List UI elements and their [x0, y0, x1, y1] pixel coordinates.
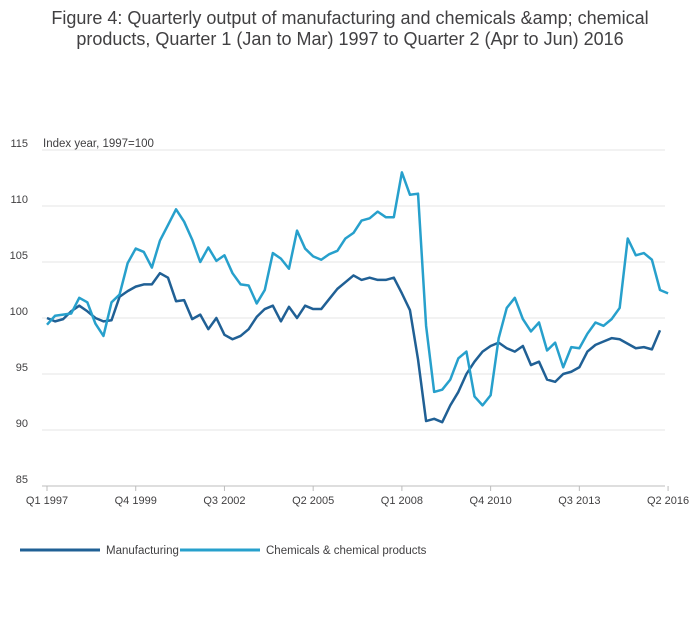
gridlines	[42, 149, 665, 487]
y-tick-label: 105	[10, 250, 28, 262]
legend-label: Manufacturing	[106, 545, 179, 557]
x-tick-label: Q2 2005	[292, 495, 334, 507]
y-tick-label: 110	[10, 194, 28, 206]
x-tick-label: Q1 1997	[26, 495, 68, 507]
series-line-chemicals	[46, 171, 669, 407]
series-line-manufacturing	[46, 271, 662, 424]
x-tick-label: Q4 1999	[115, 495, 157, 507]
legend-label: Chemicals & chemical products	[266, 545, 427, 557]
series-lines	[46, 171, 669, 424]
y-axis: 85 90 95 100 105 110 115	[10, 138, 28, 486]
y-tick-label: 100	[10, 306, 28, 318]
y-tick-label: 95	[16, 362, 28, 374]
y-tick-label: 115	[10, 138, 28, 150]
x-tick-label: Q4 2010	[470, 495, 512, 507]
y-tick-label: 90	[16, 418, 28, 430]
y-axis-label: Index year, 1997=100	[43, 138, 154, 150]
x-axis: Q1 1997 Q4 1999 Q3 2002 Q2 2005 Q1 2008 Q4 20…	[26, 486, 689, 507]
x-tick-label: Q1 2008	[381, 495, 423, 507]
y-tick-label: 85	[16, 474, 28, 486]
legend: Manufacturing Chemicals & chemical produc…	[20, 545, 427, 557]
x-tick-label: Q2 2016	[647, 495, 689, 507]
x-tick-label: Q3 2002	[203, 495, 245, 507]
chart-title: Figure 4: Quarterly output of manufactur…	[51, 8, 649, 49]
x-tick-label: Q3 2013	[558, 495, 600, 507]
